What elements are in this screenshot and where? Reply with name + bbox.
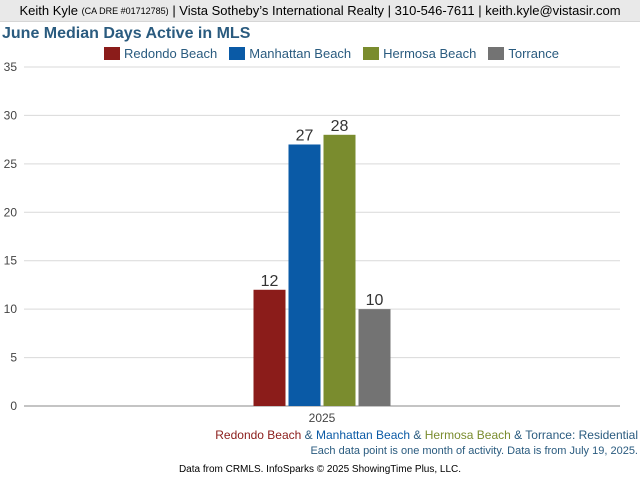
bar-value-label: 27 xyxy=(296,127,314,144)
y-tick-label: 25 xyxy=(4,157,18,171)
dre-number: (CA DRE #01712785) xyxy=(81,5,169,16)
footer-amp-1: & xyxy=(301,428,316,442)
bar xyxy=(253,289,286,406)
legend-swatch-torrance xyxy=(488,46,505,60)
legend-item-hermosa[interactable]: Hermosa Beach xyxy=(363,46,476,61)
bar-value-label: 28 xyxy=(331,118,349,135)
legend-swatch-manhattan xyxy=(229,46,246,60)
legend-item-redondo[interactable]: Redondo Beach xyxy=(104,46,217,61)
bar xyxy=(358,309,391,406)
footer-manhattan: Manhattan Beach xyxy=(316,428,411,442)
bar-value-label: 12 xyxy=(261,273,279,290)
chart-title: June Median Days Active in MLS xyxy=(2,25,251,42)
legend-swatch-hermosa xyxy=(363,46,380,60)
legend-label-hermosa: Hermosa Beach xyxy=(383,45,477,61)
bar xyxy=(323,134,356,407)
footer-amp-3: & xyxy=(510,428,526,442)
legend-swatch-redondo xyxy=(104,46,120,60)
footer-hermosa: Hermosa Beach xyxy=(424,428,511,442)
bar xyxy=(288,144,321,406)
legend: Redondo Beach Manhattan Beach Hermosa Be… xyxy=(104,45,559,61)
footer-colon: : xyxy=(571,428,579,442)
y-tick-label: 5 xyxy=(10,351,17,365)
footer-note: Each data point is one month of activity… xyxy=(310,445,638,457)
legend-label-manhattan: Manhattan Beach xyxy=(249,45,352,61)
bar-value-label: 10 xyxy=(366,292,384,309)
legend-label-torrance: Torrance xyxy=(508,45,559,61)
y-tick-label: 35 xyxy=(4,60,18,74)
footer-series-line: Redondo Beach & Manhattan Beach & Hermos… xyxy=(215,428,638,442)
x-tick-label: 2025 xyxy=(309,411,336,425)
y-tick-label: 30 xyxy=(4,108,18,122)
header-bar: Keith Kyle (CA DRE #01712785) | Vista So… xyxy=(0,0,640,22)
footer-redondo: Redondo Beach xyxy=(215,428,302,442)
legend-item-manhattan[interactable]: Manhattan Beach xyxy=(229,46,351,61)
footer-residential: Residential xyxy=(578,428,638,442)
data-source: Data from CRMLS. InfoSparks © 2025 Showi… xyxy=(178,464,462,475)
y-tick-label: 20 xyxy=(4,205,18,219)
y-tick-label: 10 xyxy=(4,302,18,316)
legend-label-redondo: Redondo Beach xyxy=(124,45,218,61)
agent-name: Keith Kyle xyxy=(19,3,78,18)
y-tick-label: 15 xyxy=(4,254,18,268)
legend-item-torrance[interactable]: Torrance xyxy=(488,46,559,61)
header-contact: | Vista Sotheby’s International Realty |… xyxy=(172,3,621,18)
footer-amp-2: & xyxy=(410,428,425,442)
y-tick-label: 0 xyxy=(10,399,17,413)
footer-torrance: Torrance xyxy=(525,428,572,442)
